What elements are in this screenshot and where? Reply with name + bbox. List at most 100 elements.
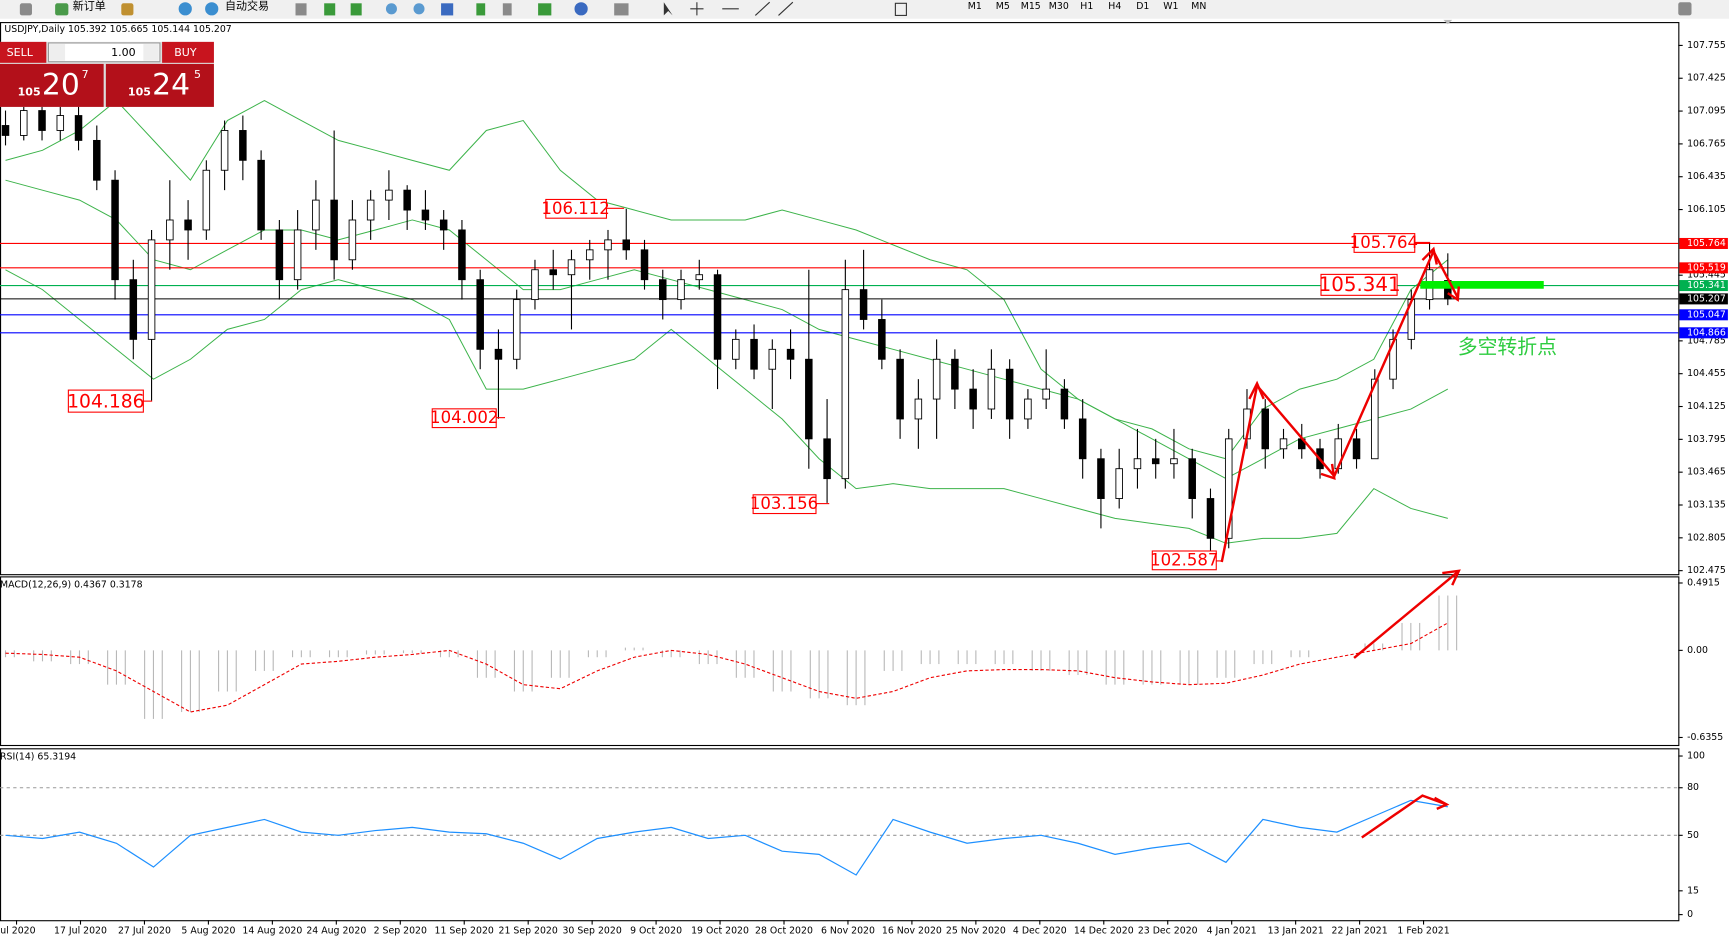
- icon[interactable]: [178, 2, 192, 16]
- icon[interactable]: [502, 3, 512, 16]
- timeframe-button[interactable]: H4: [1108, 1, 1121, 12]
- icon[interactable]: [385, 3, 397, 15]
- icon[interactable]: [690, 2, 704, 16]
- annotation-box: [752, 494, 817, 515]
- sell-price-box[interactable]: [0, 63, 104, 107]
- big-figure[interactable]: 105: [128, 86, 151, 99]
- lot-down[interactable]: [49, 44, 66, 61]
- icon[interactable]: [324, 3, 336, 16]
- icon[interactable]: [614, 3, 629, 16]
- candle-body: [1060, 388, 1069, 420]
- candle-body: [421, 209, 430, 221]
- annotation-box: [545, 198, 608, 219]
- icon[interactable]: [663, 2, 673, 16]
- macd-chart: 0.4915 0.00 -0.6355: [4, 577, 1723, 743]
- candle-body: [147, 239, 156, 340]
- icon[interactable]: [441, 3, 454, 16]
- icon[interactable]: [574, 2, 588, 16]
- icon[interactable]: [894, 2, 907, 16]
- pips[interactable]: 20: [42, 67, 80, 102]
- macd-panel: [0, 576, 1680, 747]
- candle-body: [166, 219, 174, 241]
- fraction[interactable]: 7: [82, 68, 89, 81]
- candle-body: [1151, 458, 1160, 465]
- timeframe-button[interactable]: D1: [1136, 1, 1149, 12]
- buy-label[interactable]: BUY: [174, 46, 197, 59]
- fraction[interactable]: 5: [194, 68, 201, 81]
- candle-body: [622, 239, 631, 251]
- candle-body: [184, 219, 192, 231]
- candle-body: [403, 189, 411, 211]
- level-label: 105.341: [1687, 280, 1726, 291]
- candle-body: [1224, 438, 1233, 539]
- icon[interactable]: [722, 1, 794, 16]
- candle-body: [385, 189, 393, 201]
- level-tag: [1679, 237, 1728, 249]
- candle-body: [1170, 458, 1178, 465]
- icon[interactable]: [476, 3, 486, 16]
- candle-body: [330, 199, 338, 261]
- big-figure[interactable]: 105: [18, 86, 41, 99]
- icon[interactable]: [413, 3, 425, 15]
- icon[interactable]: [205, 2, 219, 16]
- timeframe-button[interactable]: M15: [1021, 1, 1041, 12]
- bollinger-middle: [5, 179, 1449, 480]
- timeframe-button[interactable]: MN: [1191, 1, 1206, 12]
- buy-button[interactable]: [162, 41, 214, 63]
- icon[interactable]: [350, 3, 362, 16]
- candle-body: [348, 219, 357, 261]
- timeframe-button[interactable]: M1: [968, 1, 982, 12]
- level-tag: [1679, 327, 1728, 339]
- icon[interactable]: [538, 3, 552, 16]
- candle-body: [1206, 498, 1215, 539]
- timeframe-button[interactable]: M30: [1049, 1, 1069, 12]
- chart-header: USDJPY,Daily 105.392 105.665 105.144 105…: [4, 24, 231, 35]
- lot-input[interactable]: [47, 42, 161, 63]
- arrowhead: [1442, 569, 1461, 586]
- one-click-trading: SELL 1.00 BUY 105 20 7 105 24 5: [0, 41, 214, 107]
- rsi-tick-label: 50: [1687, 830, 1699, 841]
- date-label: 24 Aug 2020: [306, 926, 366, 937]
- timeframe-button[interactable]: M5: [996, 1, 1010, 12]
- lot-value[interactable]: 1.00: [111, 46, 136, 59]
- rsi-chart: 100 80 50 15 0: [0, 751, 1705, 920]
- icon[interactable]: [19, 3, 32, 16]
- rsi-panel: [0, 748, 1680, 922]
- macd-label: MACD(12,26,9) 0.4367 0.3178: [0, 580, 143, 591]
- level-label: 105.047: [1687, 309, 1726, 320]
- candle-body: [823, 438, 831, 480]
- candle-body: [896, 358, 904, 420]
- lot-up[interactable]: [143, 44, 159, 61]
- price-tick-label: 102.805: [1687, 532, 1726, 543]
- timeframe-button[interactable]: W1: [1163, 1, 1178, 12]
- price-tick-label: 107.755: [1687, 40, 1726, 51]
- toolbar-button[interactable]: 自动交易: [225, 0, 269, 13]
- icon[interactable]: [295, 3, 307, 16]
- annotation-box: [1353, 233, 1416, 253]
- sell-label[interactable]: SELL: [7, 46, 34, 59]
- macd-signal: [5, 622, 1449, 713]
- icon[interactable]: [1678, 2, 1692, 16]
- candle-body: [38, 110, 46, 131]
- price-tick-label: 106.105: [1687, 204, 1726, 215]
- price-tick-label: 103.465: [1687, 467, 1726, 478]
- date-label: 19 Oct 2020: [691, 926, 749, 937]
- candle-body: [732, 338, 740, 360]
- timeframe-button[interactable]: H1: [1080, 1, 1093, 12]
- candle-body: [969, 388, 977, 410]
- candle-body: [1024, 398, 1032, 420]
- date-label: 30 Sep 2020: [562, 926, 621, 937]
- date-axis: Jul 2020 17 Jul 2020 27 Jul 2020 5 Aug 2020…: [0, 920, 1450, 937]
- toolbar-button[interactable]: 新订单: [73, 0, 106, 13]
- annotation: 102.587: [1150, 550, 1218, 569]
- pips[interactable]: 24: [152, 67, 190, 102]
- icon[interactable]: [55, 3, 69, 16]
- sell-button[interactable]: [0, 41, 47, 63]
- candle-body: [750, 338, 758, 370]
- level-tag: [1679, 309, 1728, 321]
- buy-price-box[interactable]: [105, 63, 214, 107]
- icon[interactable]: [121, 3, 134, 16]
- candle-body: [1005, 368, 1014, 420]
- candle-body: [293, 229, 302, 281]
